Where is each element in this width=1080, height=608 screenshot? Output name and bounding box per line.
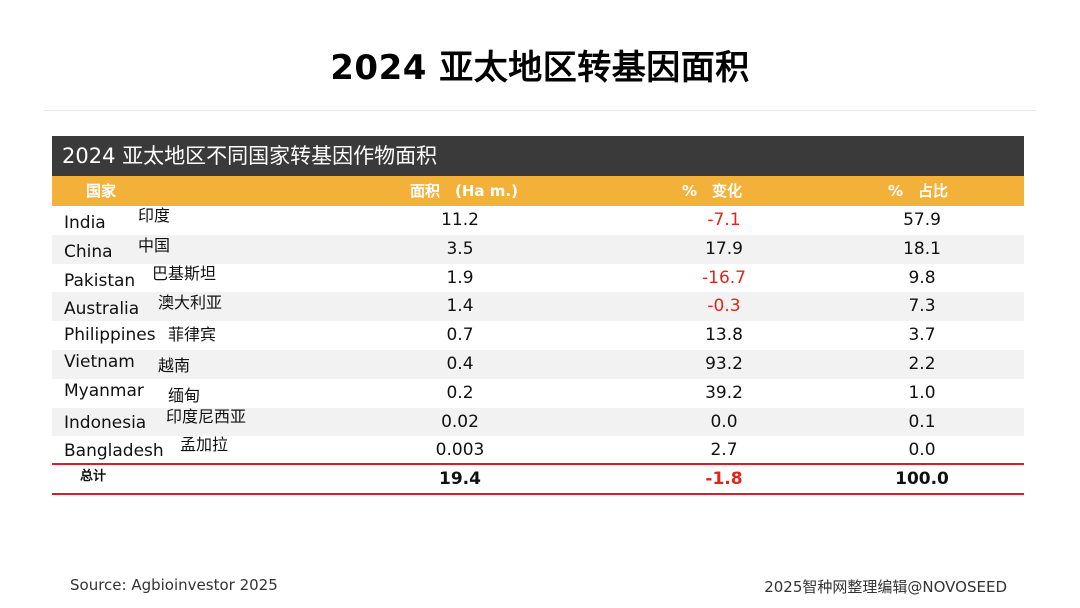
credit-note: 2025智种网整理编辑@NOVOSEED [764,578,1007,596]
table-row: Australia 澳大利亚 1.4 -0.3 7.3 [52,292,1024,322]
table-row: India 印度 11.2 -7.1 57.9 [52,206,1024,235]
country-cn: 印度尼西亚 [166,406,247,426]
change-value: -7.1 [707,210,741,230]
table-row: Bangladesh 孟加拉 0.003 2.7 0.0 [52,435,1024,465]
share-value: 9.8 [908,267,936,288]
country-cn: 印度 [138,206,171,225]
country-en: Vietnam [64,351,135,372]
column-header-area: 面积 (Ha m.) [410,182,518,200]
share-value: 3.7 [908,325,936,346]
change-value: -16.7 [702,267,746,288]
change-value: 2.7 [710,440,738,461]
table-row: Vietnam 越南 0.4 93.2 2.2 [52,349,1024,379]
area-value: 3.5 [446,238,474,259]
source-note: Source: Agbioinvestor 2025 [70,576,278,594]
share-value: 2.2 [908,353,936,374]
table-row: Philippines 菲律宾 0.7 13.8 3.7 [52,321,1024,350]
country-cn: 中国 [138,235,171,255]
country-en: China [64,241,113,262]
country-cn: 巴基斯坦 [152,263,217,283]
area-value: 1.4 [446,296,474,317]
change-value: 0.0 [710,411,738,432]
country-en: Bangladesh [64,441,164,462]
table-row: China 中国 3.5 17.9 18.1 [52,234,1024,264]
column-header-country: 国家 [86,182,117,200]
country-en: Australia [64,299,140,320]
country-en: Pakistan [64,270,136,291]
column-header-row: 国家 面积 (Ha m.) % 变化 % 占比 [52,176,1024,206]
area-value: 1.9 [446,267,474,288]
country-en: Myanmar [64,380,144,401]
change-value: 93.2 [705,353,743,374]
area-value: 0.7 [446,325,474,346]
country-cn: 菲律宾 [168,325,217,345]
share-value: 0.0 [908,440,936,461]
change-value: 39.2 [705,382,743,403]
country-en: Indonesia [64,412,147,433]
total-row: 总计 19.4 -1.8 100.0 [52,463,1024,495]
total-share: 100.0 [895,469,949,489]
page-title: 2024 亚太地区转基因面积 [330,48,750,88]
total-label: 总计 [80,469,107,484]
area-value: 11.2 [441,210,479,230]
table-row: Pakistan 巴基斯坦 1.9 -16.7 9.8 [52,264,1024,293]
column-header-share: % 占比 [888,182,949,200]
change-value: 13.8 [705,325,743,346]
country-cn: 孟加拉 [180,435,229,455]
table-row: Indonesia 印度尼西亚 0.02 0.0 0.1 [52,406,1024,437]
share-value: 57.9 [903,210,941,230]
country-en: India [64,213,106,233]
table-row: Myanmar 缅甸 0.2 39.2 1.0 [52,379,1024,408]
table-title: 2024 亚太地区不同国家转基因作物面积 [52,136,1024,176]
total-change: -1.8 [705,469,743,489]
country-cn: 澳大利亚 [158,293,223,313]
country-en: Philippines [64,325,156,346]
data-table: India 印度 11.2 -7.1 57.9 China 中国 3.5 17.… [52,206,1024,465]
area-value: 0.2 [446,382,474,403]
area-value: 0.4 [446,353,474,374]
title-divider [44,110,1036,111]
total-area: 19.4 [439,469,481,489]
area-value: 0.003 [435,440,485,461]
country-cn: 越南 [158,355,191,375]
share-value: 18.1 [903,238,941,259]
area-value: 0.02 [441,411,479,432]
share-value: 1.0 [908,382,936,403]
share-value: 0.1 [908,411,936,432]
share-value: 7.3 [908,296,936,317]
change-value: 17.9 [705,238,743,259]
country-cn: 缅甸 [168,385,201,405]
change-value: -0.3 [707,296,741,317]
column-header-change: % 变化 [682,182,743,200]
